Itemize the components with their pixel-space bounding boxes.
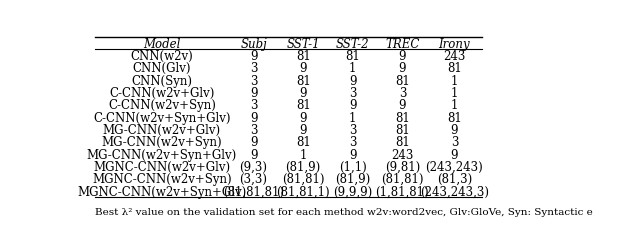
Text: 9: 9 — [349, 74, 356, 87]
Text: (81,9): (81,9) — [335, 172, 371, 186]
Text: CNN(Syn): CNN(Syn) — [131, 74, 193, 87]
Text: (9,81): (9,81) — [385, 160, 420, 173]
Text: 9: 9 — [250, 136, 257, 149]
Text: 1: 1 — [451, 99, 458, 112]
Text: Subj: Subj — [240, 37, 267, 50]
Text: 81: 81 — [395, 111, 410, 124]
Text: 9: 9 — [250, 86, 257, 100]
Text: MGNC-CNN(w2v+Syn+Glv): MGNC-CNN(w2v+Syn+Glv) — [77, 185, 246, 198]
Text: TREC: TREC — [385, 37, 420, 50]
Text: SST-1: SST-1 — [286, 37, 320, 50]
Text: (1,1): (1,1) — [339, 160, 367, 173]
Text: 3: 3 — [250, 62, 257, 75]
Text: 81: 81 — [296, 50, 310, 62]
Text: 81: 81 — [447, 62, 462, 75]
Text: (1,81,81): (1,81,81) — [376, 185, 429, 198]
Text: 9: 9 — [349, 148, 356, 161]
Text: (243,243): (243,243) — [426, 160, 483, 173]
Text: 81: 81 — [395, 74, 410, 87]
Text: 9: 9 — [451, 148, 458, 161]
Text: 9: 9 — [250, 111, 257, 124]
Text: 1: 1 — [349, 111, 356, 124]
Text: 81: 81 — [447, 111, 462, 124]
Text: 9: 9 — [399, 99, 406, 112]
Text: (81,81): (81,81) — [381, 172, 424, 186]
Text: 9: 9 — [250, 50, 257, 62]
Text: 9: 9 — [399, 50, 406, 62]
Text: 9: 9 — [300, 62, 307, 75]
Text: 9: 9 — [451, 124, 458, 136]
Text: 3: 3 — [349, 124, 356, 136]
Text: 9: 9 — [399, 62, 406, 75]
Text: 81: 81 — [296, 99, 310, 112]
Text: 81: 81 — [395, 124, 410, 136]
Text: C-CNN(w2v+Syn): C-CNN(w2v+Syn) — [108, 99, 216, 112]
Text: (3,3): (3,3) — [239, 172, 268, 186]
Text: MG-CNN(w2v+Syn): MG-CNN(w2v+Syn) — [102, 136, 222, 149]
Text: C-CNN(w2v+Syn+Glv): C-CNN(w2v+Syn+Glv) — [93, 111, 230, 124]
Text: 81: 81 — [395, 136, 410, 149]
Text: (9,3): (9,3) — [239, 160, 268, 173]
Text: 9: 9 — [300, 124, 307, 136]
Text: 3: 3 — [250, 124, 257, 136]
Text: 3: 3 — [349, 86, 356, 100]
Text: 81: 81 — [296, 136, 310, 149]
Text: 1: 1 — [349, 62, 356, 75]
Text: MG-CNN(w2v+Glv): MG-CNN(w2v+Glv) — [103, 124, 221, 136]
Text: (9,9,9): (9,9,9) — [333, 185, 372, 198]
Text: SST-2: SST-2 — [336, 37, 370, 50]
Text: (81,81): (81,81) — [282, 172, 324, 186]
Text: 3: 3 — [250, 99, 257, 112]
Text: MGNC-CNN(w2v+Syn): MGNC-CNN(w2v+Syn) — [92, 172, 232, 186]
Text: 1: 1 — [300, 148, 307, 161]
Text: CNN(Glv): CNN(Glv) — [132, 62, 191, 75]
Text: 3: 3 — [250, 74, 257, 87]
Text: 9: 9 — [250, 148, 257, 161]
Text: 9: 9 — [300, 86, 307, 100]
Text: (81,3): (81,3) — [437, 172, 472, 186]
Text: (243,243,3): (243,243,3) — [420, 185, 489, 198]
Text: MG-CNN(w2v+Syn+Glv): MG-CNN(w2v+Syn+Glv) — [86, 148, 237, 161]
Text: 81: 81 — [346, 50, 360, 62]
Text: 9: 9 — [300, 111, 307, 124]
Text: CNN(w2v): CNN(w2v) — [131, 50, 193, 62]
Text: 243: 243 — [444, 50, 466, 62]
Text: 9: 9 — [349, 99, 356, 112]
Text: 3: 3 — [399, 86, 406, 100]
Text: Best λ² value on the validation set for each method w2v:word2vec, Glv:GloVe, Syn: Best λ² value on the validation set for … — [95, 207, 593, 216]
Text: 3: 3 — [349, 136, 356, 149]
Text: (81,9): (81,9) — [285, 160, 321, 173]
Text: Model: Model — [143, 37, 180, 50]
Text: (81,81,81): (81,81,81) — [223, 185, 284, 198]
Text: Irony: Irony — [438, 37, 470, 50]
Text: 3: 3 — [451, 136, 458, 149]
Text: (81,81,1): (81,81,1) — [276, 185, 330, 198]
Text: 1: 1 — [451, 86, 458, 100]
Text: C-CNN(w2v+Glv): C-CNN(w2v+Glv) — [109, 86, 214, 100]
Text: 81: 81 — [296, 74, 310, 87]
Text: MGNC-CNN(w2v+Glv): MGNC-CNN(w2v+Glv) — [93, 160, 230, 173]
Text: 1: 1 — [451, 74, 458, 87]
Text: 243: 243 — [391, 148, 413, 161]
